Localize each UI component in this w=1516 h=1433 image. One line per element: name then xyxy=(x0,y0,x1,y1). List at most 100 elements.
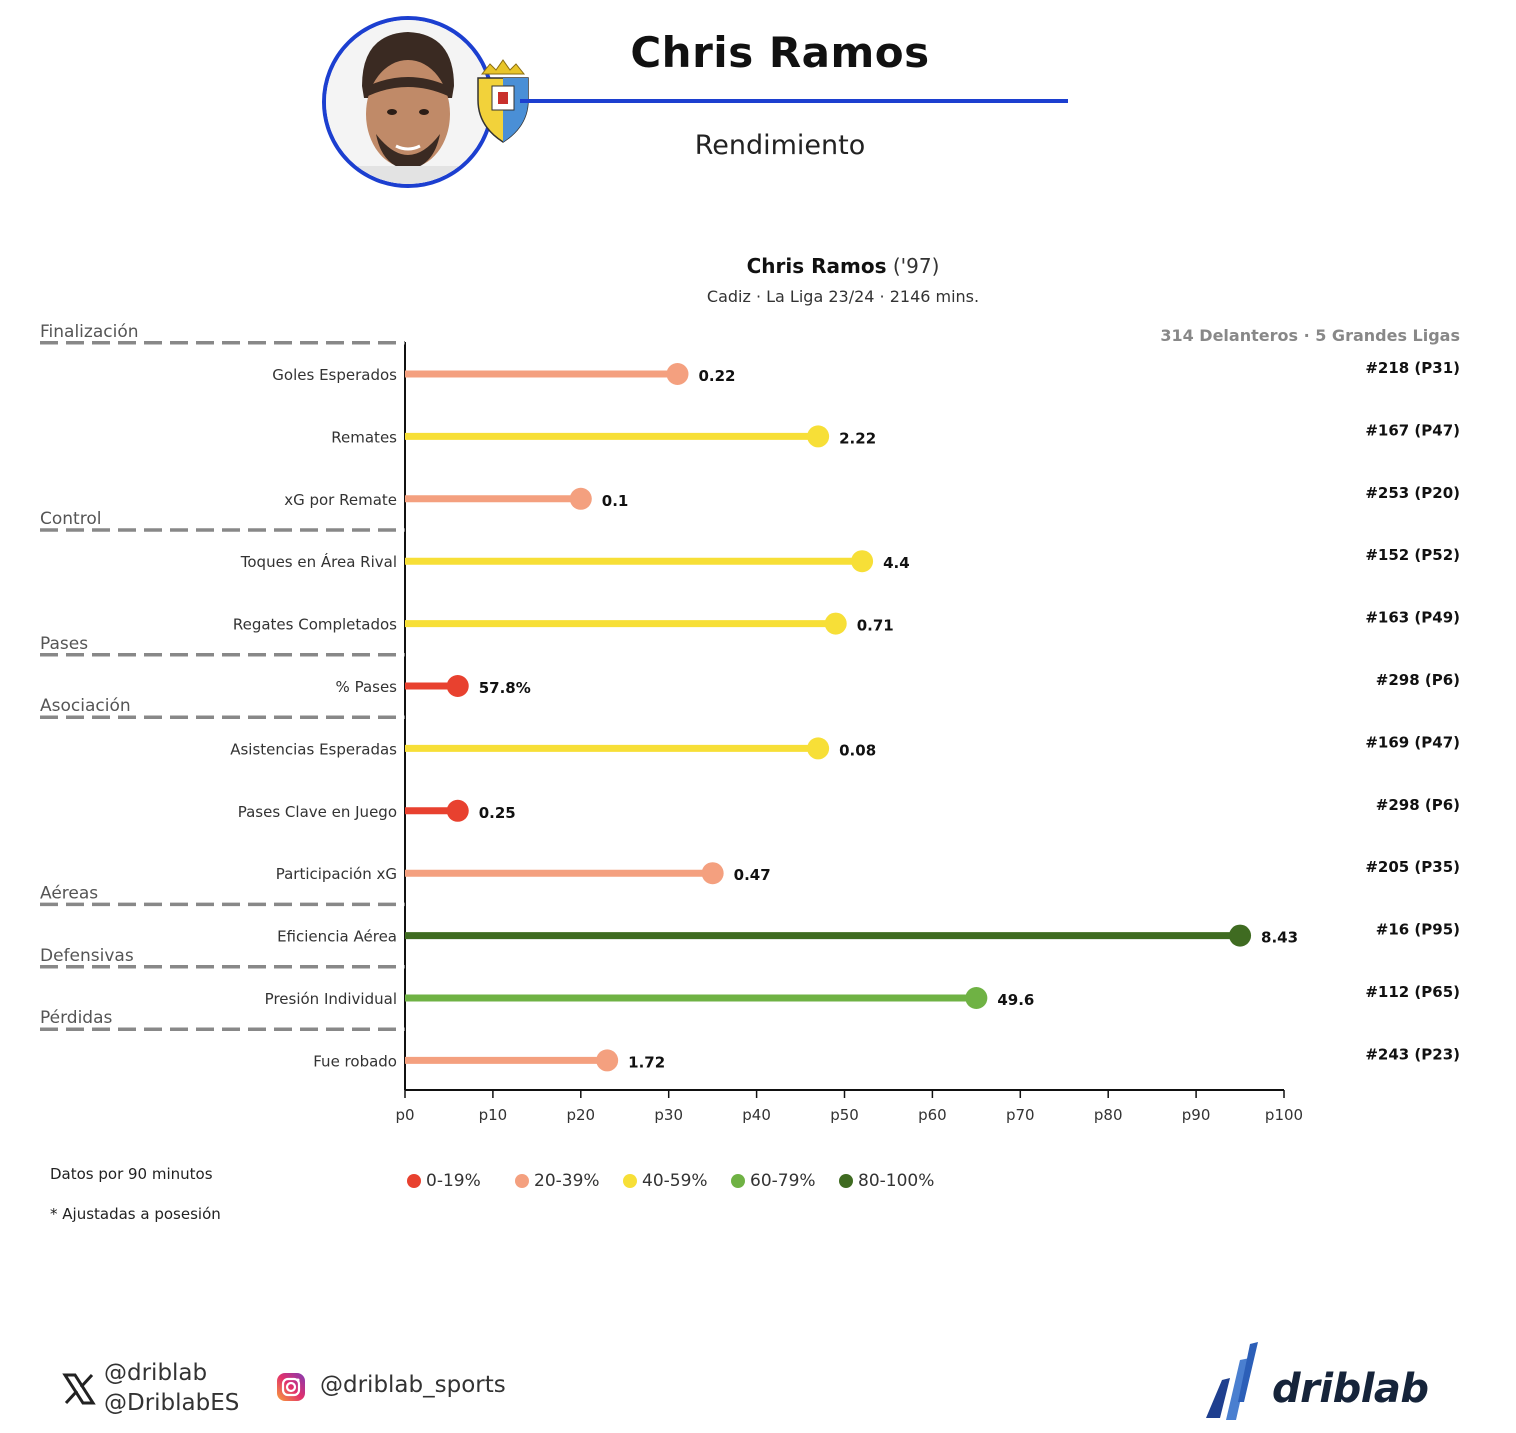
metric-dot xyxy=(446,675,469,697)
metric-rank-label: #152 (P52) xyxy=(1365,546,1460,564)
metric-dot xyxy=(446,799,469,822)
category-label: Pérdidas xyxy=(40,1008,113,1028)
metric-dot xyxy=(569,487,592,510)
chart-subtitle: Cadiz · La Liga 23/24 · 2146 mins. xyxy=(706,287,980,306)
category-label: Asociación xyxy=(40,696,131,716)
metric-rank-label: #112 (P65) xyxy=(1365,983,1460,1001)
legend-swatch xyxy=(839,1174,853,1188)
population-label: 314 Delanteros · 5 Grandes Ligas xyxy=(1160,326,1460,345)
metric-label: Presión Individual xyxy=(265,990,397,1008)
x-tick-label: p40 xyxy=(742,1106,771,1124)
page-subtitle: Rendimiento xyxy=(694,130,866,161)
metric-dot xyxy=(807,425,830,448)
metric-rank-label: #243 (P23) xyxy=(1365,1045,1460,1063)
legend-item: 80-100% xyxy=(839,1170,934,1192)
brand-logo: driblab xyxy=(1200,1340,1440,1424)
chart-title-year: ('97) xyxy=(892,254,940,278)
x-tick-label: p90 xyxy=(1182,1106,1211,1124)
metric-value-label: 0.08 xyxy=(839,741,876,759)
metric-dot xyxy=(1229,924,1252,947)
player-name-title: Chris Ramos xyxy=(630,28,930,77)
x-tick-label: p60 xyxy=(918,1106,947,1124)
metric-value-label: 4.4 xyxy=(883,554,910,572)
legend-swatch xyxy=(515,1174,529,1188)
chart-title-name: Chris Ramos xyxy=(746,254,887,278)
legend-swatch xyxy=(407,1174,421,1188)
metric-label: Toques en Área Rival xyxy=(240,552,397,571)
metric-rank-label: #169 (P47) xyxy=(1365,733,1460,751)
club-crest-icon xyxy=(474,56,532,146)
legend-item: 0-19% xyxy=(407,1170,481,1192)
metric-rank-label: #167 (P47) xyxy=(1365,421,1460,439)
metric-value-label: 1.72 xyxy=(628,1053,665,1071)
metric-label: Remates xyxy=(331,428,397,446)
legend-label: 20-39% xyxy=(534,1171,600,1191)
x-tick-label: p80 xyxy=(1094,1106,1123,1124)
metric-dot xyxy=(666,363,689,385)
category-label: Defensivas xyxy=(40,946,134,966)
legend-label: 40-59% xyxy=(642,1171,708,1191)
metric-rank-label: #205 (P35) xyxy=(1365,858,1460,876)
metric-label: % Pases xyxy=(336,678,398,696)
legend-swatch xyxy=(623,1174,637,1188)
chart-title: Chris Ramos ('97) xyxy=(543,254,1143,278)
metric-label: Regates Completados xyxy=(233,616,397,634)
category-label: Pases xyxy=(40,634,88,654)
metric-dot xyxy=(824,612,847,635)
metric-value-label: 49.6 xyxy=(997,991,1034,1009)
metric-dot xyxy=(596,1049,619,1072)
metric-label: Goles Esperados xyxy=(272,366,397,384)
metric-value-label: 2.22 xyxy=(839,429,876,447)
legend-item: 40-59% xyxy=(623,1170,708,1192)
metric-dot xyxy=(701,862,724,885)
metric-label: Asistencias Esperadas xyxy=(230,740,397,758)
chart-notes: Datos por 90 minutos * Ajustadas a poses… xyxy=(50,1165,221,1245)
category-label: Aéreas xyxy=(40,883,98,903)
x-tick-label: p10 xyxy=(479,1106,508,1124)
metric-dot xyxy=(965,987,988,1009)
category-label: Finalización xyxy=(40,322,139,342)
player-photo xyxy=(322,16,494,188)
instagram-icon[interactable] xyxy=(276,1372,306,1402)
metric-rank-label: #253 (P20) xyxy=(1365,484,1460,502)
metric-rank-label: #163 (P49) xyxy=(1365,609,1460,627)
legend-item: 60-79% xyxy=(731,1170,816,1192)
metric-label: xG por Remate xyxy=(284,491,397,509)
metric-label: Participación xG xyxy=(276,865,397,883)
x-tick-label: p20 xyxy=(566,1106,595,1124)
legend-item: 20-39% xyxy=(515,1170,600,1192)
header-divider xyxy=(520,99,1068,103)
lollipop-chart: p0 p10 p20 p30 p40 p50 p60 p70 p80 p90 p100 Finaliz… xyxy=(40,322,1460,1124)
metric-rank-label: #16 (P95) xyxy=(1376,921,1460,939)
note-adjusted: * Ajustadas a posesión xyxy=(50,1205,221,1223)
metric-value-label: 57.8% xyxy=(479,679,531,697)
legend-label: 80-100% xyxy=(858,1171,935,1191)
category-label: Control xyxy=(40,509,101,529)
metric-value-label: 0.47 xyxy=(734,866,771,884)
legend-swatch xyxy=(731,1174,745,1188)
x-handle-2[interactable]: @DriblabES xyxy=(104,1390,240,1416)
instagram-handle[interactable]: @driblab_sports xyxy=(320,1372,506,1398)
x-logo-icon[interactable] xyxy=(62,1372,96,1406)
metric-value-label: 0.1 xyxy=(602,492,629,510)
note-per90: Datos por 90 minutos xyxy=(50,1165,213,1183)
metric-value-label: 0.25 xyxy=(479,804,516,822)
x-tick-label: p30 xyxy=(654,1106,683,1124)
x-handle-1[interactable]: @driblab xyxy=(104,1360,208,1386)
legend-label: 0-19% xyxy=(426,1171,481,1191)
metric-rank-label: #298 (P6) xyxy=(1376,796,1460,814)
x-tick-label: p70 xyxy=(1006,1106,1035,1124)
x-tick-label: p100 xyxy=(1265,1106,1303,1124)
metric-rank-label: #218 (P31) xyxy=(1365,359,1460,377)
metric-rank-label: #298 (P6) xyxy=(1376,671,1460,689)
metric-dot xyxy=(807,737,830,760)
x-tick-label: p50 xyxy=(830,1106,859,1124)
legend-label: 60-79% xyxy=(750,1171,816,1191)
metric-value-label: 8.43 xyxy=(1261,929,1298,947)
metric-label: Pases Clave en Juego xyxy=(238,803,397,821)
metric-value-label: 0.71 xyxy=(857,617,894,635)
metric-label: Fue robado xyxy=(313,1052,397,1070)
x-tick-label: p0 xyxy=(395,1106,414,1124)
metric-label: Eficiencia Aérea xyxy=(277,928,397,946)
metric-dot xyxy=(851,550,874,573)
